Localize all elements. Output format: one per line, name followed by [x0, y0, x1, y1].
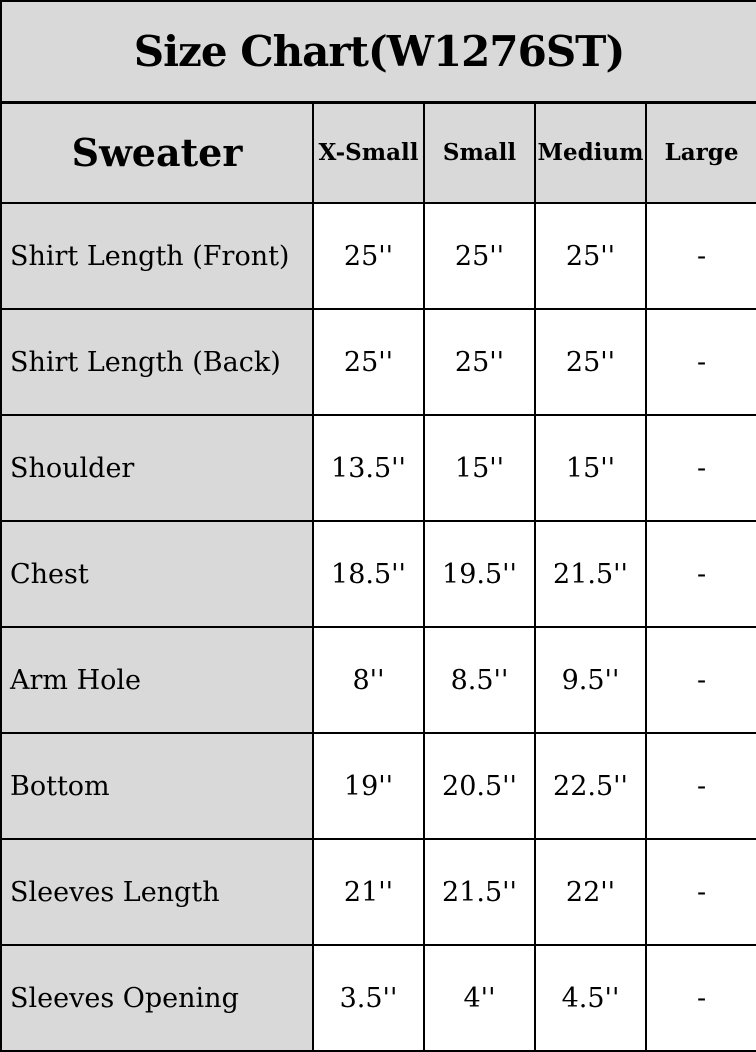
measurement-value: 25''	[312, 308, 425, 416]
measurement-value: 9.5''	[534, 626, 647, 734]
measurement-value: 25''	[312, 202, 425, 310]
table-row: Shoulder 13.5'' 15'' 15'' -	[0, 414, 756, 522]
title-row: Size Chart(W1276ST)	[0, 0, 756, 104]
size-header-medium: Medium	[534, 101, 647, 204]
measurement-value: -	[644, 944, 756, 1052]
table-row: Bottom 19'' 20.5'' 22.5'' -	[0, 732, 756, 840]
measurement-value: 21''	[312, 838, 425, 946]
measurement-value: 25''	[534, 308, 647, 416]
measurement-label: Arm Hole	[0, 626, 314, 734]
measurement-label: Shoulder	[0, 414, 314, 522]
measurement-label: Bottom	[0, 732, 314, 840]
table-row: Chest 18.5'' 19.5'' 21.5'' -	[0, 520, 756, 628]
measurement-value: 25''	[423, 308, 536, 416]
table-row: Shirt Length (Back) 25'' 25'' 25'' -	[0, 308, 756, 416]
measurement-value: 22.5''	[534, 732, 647, 840]
measurement-label: Sleeves Opening	[0, 944, 314, 1052]
measurement-value: 18.5''	[312, 520, 425, 628]
measurement-value: 20.5''	[423, 732, 536, 840]
table-row: Arm Hole 8'' 8.5'' 9.5'' -	[0, 626, 756, 734]
measurement-value: 8''	[312, 626, 425, 734]
measurement-value: -	[644, 308, 756, 416]
measurement-value: -	[644, 414, 756, 522]
measurement-label: Shirt Length (Front)	[0, 202, 314, 310]
product-label: Sweater	[0, 101, 314, 204]
measurement-value: -	[644, 626, 756, 734]
measurement-value: 19.5''	[423, 520, 536, 628]
measurement-value: 15''	[423, 414, 536, 522]
table-row: Sleeves Length 21'' 21.5'' 22'' -	[0, 838, 756, 946]
measurement-value: 15''	[534, 414, 647, 522]
measurement-value: 25''	[423, 202, 536, 310]
measurement-value: -	[644, 520, 756, 628]
measurement-value: -	[644, 202, 756, 310]
measurement-value: 4.5''	[534, 944, 647, 1052]
size-header-x-small: X-Small	[312, 101, 425, 204]
measurement-label: Sleeves Length	[0, 838, 314, 946]
size-header-large: Large	[644, 101, 756, 204]
measurement-value: 13.5''	[312, 414, 425, 522]
header-row: Sweater X-Small Small Medium Large	[0, 101, 756, 204]
measurement-value: -	[644, 732, 756, 840]
table-row: Sleeves Opening 3.5'' 4'' 4.5'' -	[0, 944, 756, 1052]
measurement-value: 4''	[423, 944, 536, 1052]
page-title: Size Chart(W1276ST)	[0, 0, 756, 104]
measurement-label: Shirt Length (Back)	[0, 308, 314, 416]
measurement-value: -	[644, 838, 756, 946]
measurement-value: 22''	[534, 838, 647, 946]
size-header-small: Small	[423, 101, 536, 204]
table-row: Shirt Length (Front) 25'' 25'' 25'' -	[0, 202, 756, 310]
measurement-value: 19''	[312, 732, 425, 840]
measurement-value: 21.5''	[534, 520, 647, 628]
measurement-value: 3.5''	[312, 944, 425, 1052]
measurement-value: 8.5''	[423, 626, 536, 734]
measurement-value: 21.5''	[423, 838, 536, 946]
measurement-value: 25''	[534, 202, 647, 310]
measurement-label: Chest	[0, 520, 314, 628]
